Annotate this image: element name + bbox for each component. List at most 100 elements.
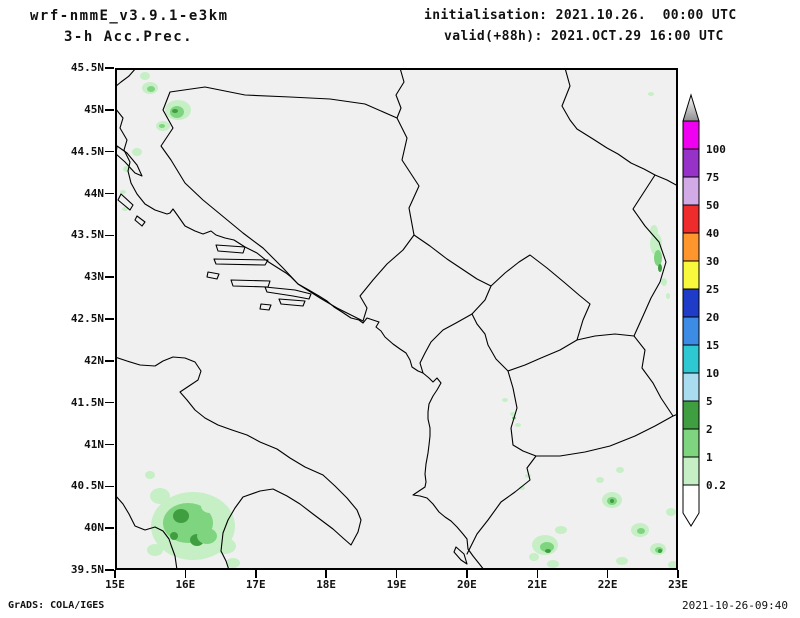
border-serbia-bulgaria: [632, 174, 667, 337]
precip-blob: [654, 250, 662, 266]
valid-time: valid(+88h): 2021.OCT.29 16:00 UTC: [444, 29, 724, 44]
colorbar-level-label: 15: [706, 339, 719, 352]
lon-label: 19E: [386, 578, 407, 591]
creation-timestamp: 2021-10-26-09:40: [682, 599, 788, 612]
precip-blob: [596, 477, 604, 483]
lat-label: 42.5N: [70, 312, 104, 325]
lon-label: 17E: [245, 578, 266, 591]
precip-blob: [159, 124, 165, 128]
precip-blob: [201, 499, 219, 513]
lon-tick: [677, 570, 679, 578]
precip-blob: [666, 508, 676, 516]
colorbar-level-label: 40: [706, 227, 719, 240]
border-albania-east: [466, 370, 537, 555]
colorbar-level-label: 5: [706, 395, 713, 408]
lat-tick: [105, 443, 114, 446]
colorbar-level-label: 10: [706, 367, 719, 380]
precip-blob: [666, 293, 670, 299]
lat-tick: [105, 360, 114, 362]
lon-label: 15E: [105, 578, 125, 591]
lat-tick: [105, 276, 114, 278]
coastline-east-adriatic: [115, 107, 485, 570]
lat-label: 45.5N: [70, 61, 104, 74]
island-lastovo: [259, 303, 272, 311]
lat-label: 40.5N: [70, 479, 104, 493]
lon-label: 16E: [175, 578, 196, 591]
lat-tick: [105, 569, 114, 571]
italy-adriatic-ionian-coast: [115, 356, 362, 570]
lon-label: 20E: [456, 578, 477, 591]
lon-label: 18E: [316, 578, 337, 591]
precip-blob: [140, 72, 150, 80]
precip-blob: [145, 471, 155, 479]
precip-blob: [150, 488, 170, 504]
colorbar-band: [682, 260, 700, 290]
precip-blob: [120, 190, 126, 194]
lon-label: 21E: [527, 578, 548, 591]
island-mljet: [278, 298, 306, 307]
colorbar-band: [682, 204, 700, 234]
lat-tick: [105, 401, 114, 404]
precip-blob: [515, 423, 521, 427]
lat-label: 42N: [84, 353, 104, 367]
precip-blob: [668, 561, 678, 569]
lat-tick: [105, 150, 114, 153]
precip-blob: [197, 528, 217, 544]
colorbar-band: [682, 120, 700, 150]
precip-blob: [661, 278, 667, 286]
precip-blob: [650, 233, 662, 255]
product-title: 3-h Acc.Prec.: [64, 29, 194, 45]
lon-tick: [606, 570, 609, 578]
precip-blob: [610, 499, 614, 503]
model-title: wrf-nmmE_v3.9.1-e3km: [30, 8, 229, 24]
precip-blob: [616, 557, 628, 565]
colorbar-band: [682, 176, 700, 206]
colorbar-band: [682, 484, 700, 527]
island-corfu: [453, 546, 468, 565]
precip-blob: [172, 109, 178, 113]
lat-label: 40N: [84, 521, 104, 535]
precip-blob: [555, 526, 567, 534]
colorbar-level-label: 1: [706, 451, 713, 464]
colorbar-band: [682, 148, 700, 178]
lat-label: 39.5N: [70, 563, 104, 576]
border-bosnia-south: [297, 283, 364, 322]
border-montenegro-albania: [419, 313, 473, 374]
lat-label: 44.5N: [70, 144, 104, 158]
peninsula-peljesac: [264, 286, 312, 300]
precip-blob: [637, 528, 645, 534]
precip-blob: [547, 560, 559, 568]
border-north-macedonia: [535, 333, 674, 457]
lat-label: 44N: [84, 186, 104, 200]
colorbar-level-label: 0.2: [706, 479, 726, 492]
lon-tick: [184, 570, 187, 578]
island-brac: [215, 244, 246, 254]
lon-tick: [536, 570, 538, 578]
colorbar-band: [682, 372, 700, 402]
lon-tick: [466, 570, 468, 578]
colorbar-band: [682, 456, 700, 486]
precip-blob: [658, 549, 662, 553]
lon-label: 22E: [597, 578, 618, 591]
colorbar-top-arrow: [682, 93, 700, 122]
precip-blob: [529, 553, 539, 561]
precip-blob: [173, 509, 189, 523]
colorbar-level-label: 20: [706, 311, 719, 324]
colorbar-level-label: 30: [706, 255, 719, 268]
lon-tick: [325, 570, 327, 578]
italy-tyrrhenian-coast: [115, 494, 178, 570]
lat-tick: [105, 234, 114, 237]
border-bosnia-north-west: [160, 86, 398, 285]
precip-blob: [525, 474, 531, 478]
border-croatia-serbia-drina: [395, 68, 420, 236]
map-background: [115, 68, 678, 570]
colorbar-band: [682, 344, 700, 374]
lat-tick: [105, 109, 114, 111]
island-vis: [206, 271, 220, 280]
colorbar-level-label: 50: [706, 199, 719, 212]
lat-label: 43N: [84, 270, 104, 284]
precip-blob: [658, 264, 662, 272]
lon-tick: [395, 570, 398, 578]
precip-blob: [147, 544, 163, 556]
